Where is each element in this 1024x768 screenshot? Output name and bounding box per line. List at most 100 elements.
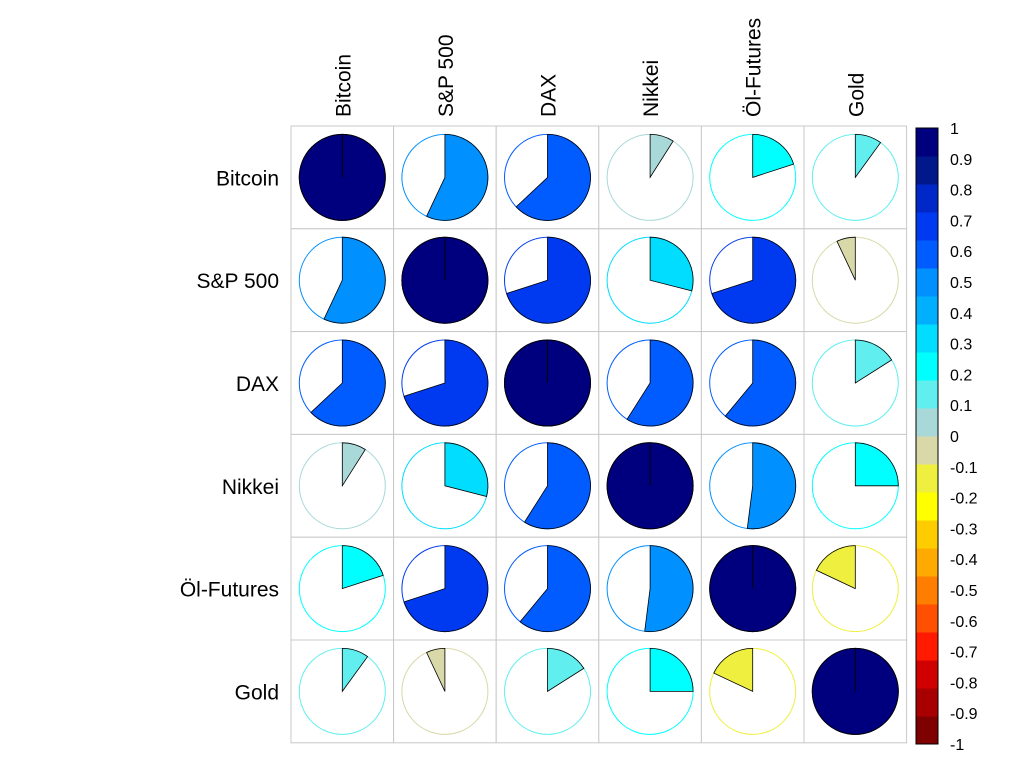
pie-slice — [341, 442, 366, 488]
colorbar-swatch — [916, 604, 938, 633]
pie-3-4 — [709, 442, 797, 530]
pie-slice — [426, 647, 446, 692]
col-label: DAX — [538, 74, 561, 117]
pie-5-4 — [709, 647, 797, 735]
colorbar-tick-label: -0.5 — [950, 583, 978, 600]
pie-3-0 — [298, 442, 386, 530]
colorbar-swatch — [916, 128, 938, 157]
row-label: Bitcoin — [216, 167, 279, 190]
pie-4-3 — [606, 545, 694, 633]
colorbar-frame — [915, 127, 939, 745]
pie-slice — [626, 339, 694, 427]
pie-slice — [403, 339, 489, 427]
colorbar-tick-label: 0 — [950, 429, 959, 446]
colorbar-swatch — [916, 352, 938, 381]
pie-slice — [854, 339, 893, 384]
col-label: Gold — [845, 73, 868, 117]
col-label: Öl-Futures — [743, 18, 766, 117]
col-label: Nikkei — [640, 60, 663, 117]
pie-3-2 — [504, 442, 591, 530]
row-label: S&P 500 — [196, 270, 279, 293]
colorbar-swatch — [916, 464, 938, 493]
colorbar-tick-label: -0.9 — [950, 706, 978, 723]
colorbar-tick-label: -0.8 — [950, 675, 978, 692]
row-label: Nikkei — [222, 476, 279, 499]
pie-slice — [649, 133, 674, 179]
pie-5-2 — [504, 647, 591, 735]
pie-slice — [815, 545, 856, 590]
colorbar-swatch — [916, 436, 938, 465]
colorbar-swatch — [916, 688, 938, 717]
pie-4-0 — [298, 545, 386, 633]
pie-slice — [836, 236, 856, 281]
colorbar-tick-label: -0.3 — [950, 521, 978, 538]
row-label: Gold — [235, 681, 279, 704]
colorbar-tick-label: 0.2 — [950, 367, 972, 384]
pie-slice — [403, 545, 489, 632]
pie-0-1 — [401, 133, 489, 221]
pie-1-3 — [606, 236, 694, 324]
colorbar-swatch — [916, 184, 938, 213]
pie-0-4 — [709, 133, 797, 221]
pie-slice — [444, 442, 489, 497]
pie-slice — [547, 647, 585, 693]
pie-2-5 — [811, 339, 899, 427]
pie-0-5 — [811, 133, 899, 221]
pie-5-0 — [298, 647, 386, 735]
colorbar-tick-label: -0.6 — [950, 614, 978, 631]
pie-2-0 — [298, 339, 386, 427]
pie-5-3 — [606, 647, 694, 735]
colorbar-tick-label: 0.5 — [950, 275, 972, 292]
pie-1-5 — [811, 236, 899, 324]
pie-5-5 — [811, 647, 899, 735]
pie-4-2 — [504, 545, 591, 633]
pie-slice — [854, 442, 899, 487]
colorbar-swatch — [916, 212, 938, 241]
pie-1-1 — [401, 236, 489, 324]
colorbar-swatch — [916, 660, 938, 689]
colorbar-tick-label: -1 — [950, 737, 964, 754]
pie-slice — [341, 647, 369, 693]
pie-1-0 — [298, 236, 386, 324]
row-label: Öl-Futures — [180, 579, 279, 602]
colorbar-tick-label: -0.2 — [950, 491, 978, 508]
colorbar-tick-label: 0.4 — [950, 306, 972, 323]
pie-slice — [854, 133, 882, 179]
pie-1-2 — [504, 236, 591, 324]
pie-slice — [649, 236, 694, 292]
colorbar-tick-label: 0.7 — [950, 213, 972, 230]
colorbar-swatch — [916, 576, 938, 605]
pie-slice — [310, 339, 386, 427]
pie-0-2 — [504, 133, 591, 221]
pie-3-1 — [401, 442, 489, 530]
pie-2-2 — [504, 339, 591, 427]
pie-2-3 — [606, 339, 694, 427]
pie-4-5 — [811, 545, 899, 633]
pie-slice — [323, 236, 386, 324]
colorbar-tick-label: 0.1 — [950, 398, 972, 415]
colorbar-tick-label: -0.7 — [950, 645, 978, 662]
colorbar-swatch — [916, 324, 938, 353]
pie-slice — [341, 545, 384, 590]
pie-slice — [506, 236, 591, 324]
colorbar-tick-label: 0.3 — [950, 337, 972, 354]
pie-slice — [746, 442, 797, 530]
col-label: S&P 500 — [435, 34, 458, 117]
colorbar-swatch — [916, 632, 938, 661]
pie-slice — [519, 545, 591, 632]
pie-1-4 — [709, 236, 797, 324]
pie-4-4 — [709, 545, 797, 633]
colorbar-tick-label: 0.8 — [950, 183, 972, 200]
colorbar-swatch — [916, 240, 938, 269]
pie-slice — [724, 339, 797, 427]
pie-4-1 — [401, 545, 489, 633]
pie-slice — [649, 647, 694, 692]
colorbar-tick-label: 1 — [950, 121, 959, 138]
colorbar-legend: 1 0.9 0.8 0.7 0.6 0.5 0.4 0.3 0.2 0.1 0 -0.1 -0.2 -0.… — [915, 121, 978, 754]
colorbar-swatch — [916, 268, 938, 297]
colorbar-swatch — [916, 492, 938, 521]
pie-slice — [523, 442, 591, 530]
pie-0-0 — [298, 133, 386, 221]
colorbar-swatch — [916, 408, 938, 437]
colorbar-swatch — [916, 716, 938, 745]
